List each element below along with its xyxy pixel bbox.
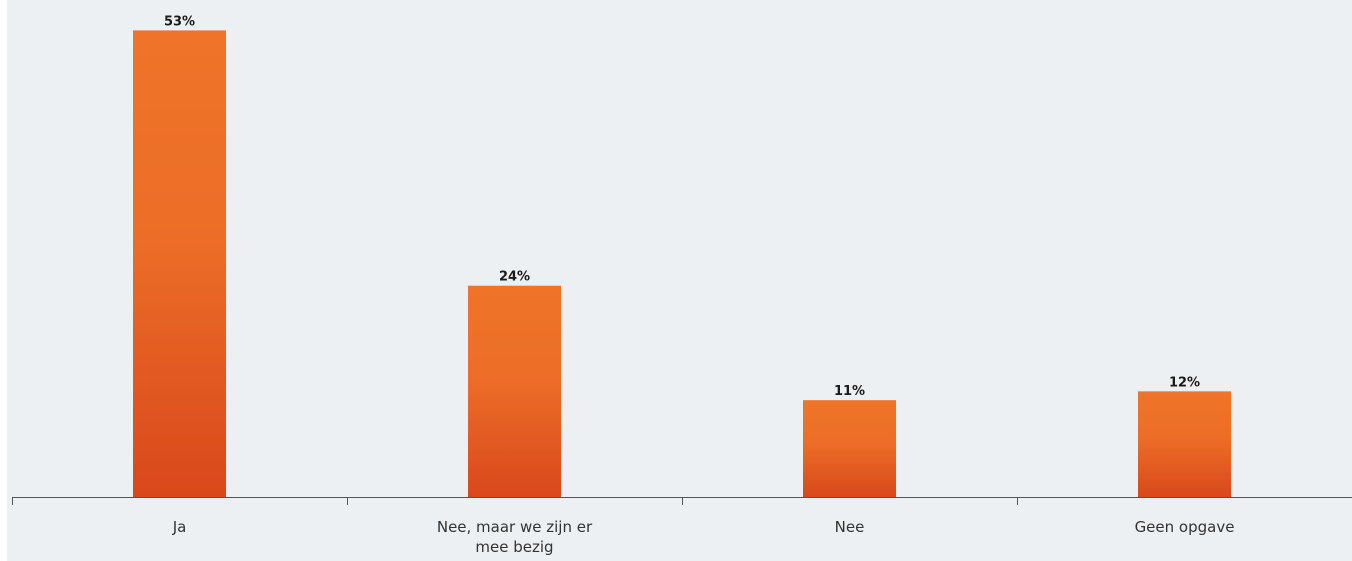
x-tick-label: Geen opgave — [1135, 518, 1235, 536]
x-tick-label: Ja — [172, 518, 187, 536]
bar — [1138, 391, 1231, 497]
bar — [803, 400, 896, 497]
x-axis — [12, 497, 1352, 505]
bar — [468, 285, 561, 497]
x-tick-label: mee bezig — [475, 538, 553, 556]
bar-value-label: 53% — [164, 14, 195, 29]
labels-layer: 53% Ja 24% Nee, maar we zijn er mee bezig 11%… — [164, 14, 1235, 556]
bars-layer — [133, 30, 1231, 498]
bar-value-label: 11% — [834, 384, 865, 399]
x-tick-label: Nee — [835, 518, 865, 536]
bar-value-label: 12% — [1169, 375, 1200, 390]
bar-value-label: 24% — [499, 270, 530, 285]
x-tick-label: Nee, maar we zijn er — [437, 518, 593, 536]
chart-panel: 53% Ja 24% Nee, maar we zijn er mee bezig 11%… — [7, 0, 1352, 561]
bar — [133, 30, 226, 498]
bar-chart: 53% Ja 24% Nee, maar we zijn er mee bezig 11%… — [12, 14, 1352, 556]
